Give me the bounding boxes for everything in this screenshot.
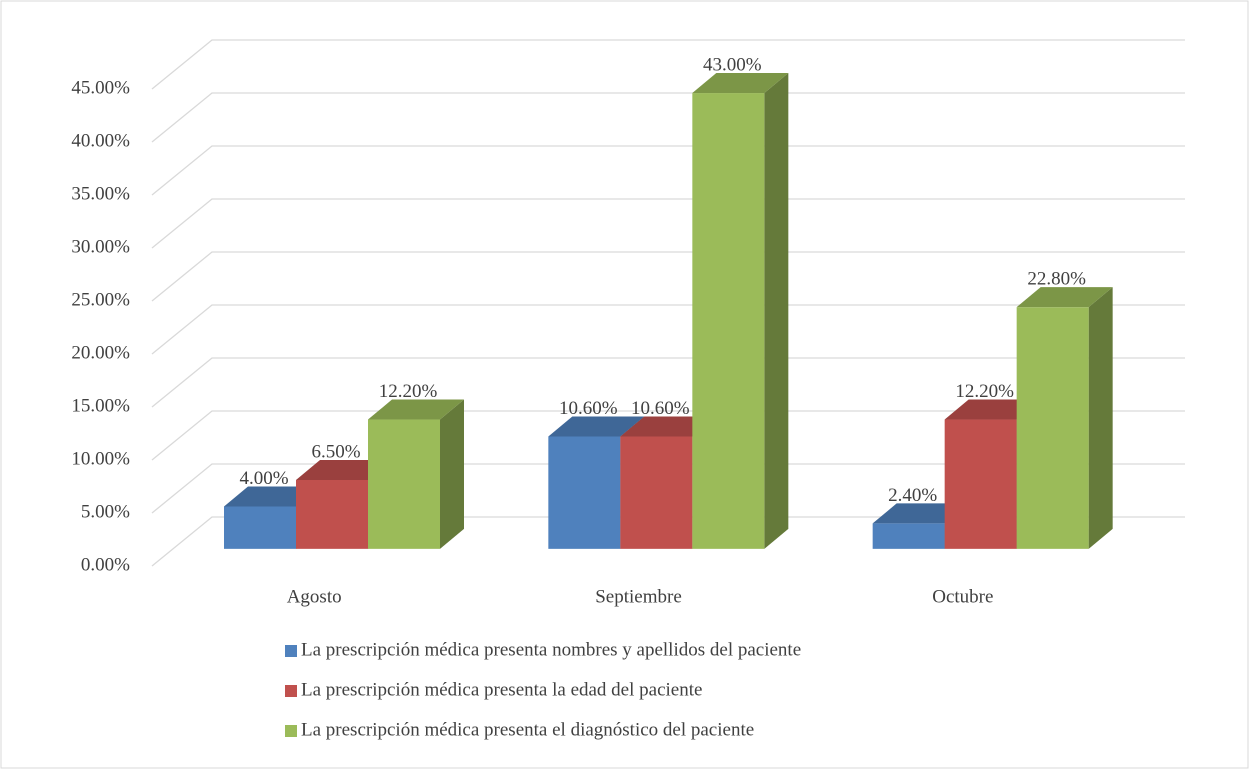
data-label: 6.50% <box>311 441 360 462</box>
bar <box>872 523 945 549</box>
y-tick-label: 30.00% <box>71 236 130 257</box>
bar-side <box>1088 287 1113 549</box>
legend-swatch <box>285 725 297 737</box>
bar <box>368 419 440 549</box>
bar-top <box>1016 287 1113 308</box>
grid-line <box>151 357 1185 408</box>
grid-line <box>151 410 1185 461</box>
bar-top <box>944 399 1041 420</box>
bar <box>620 436 693 549</box>
bar <box>548 436 621 549</box>
grid-line <box>151 198 1185 249</box>
grid-line <box>151 145 1185 196</box>
y-tick-label: 0.00% <box>81 554 130 575</box>
bar-side <box>764 73 789 549</box>
legend-label: La prescripción médica presenta la edad … <box>301 679 702 700</box>
data-label: 10.60% <box>631 398 690 419</box>
y-tick-label: 35.00% <box>71 183 130 204</box>
bar-top <box>548 416 645 437</box>
data-label: 12.20% <box>955 381 1014 402</box>
legend-label: La prescripción médica presenta el diagn… <box>301 719 754 740</box>
y-tick-label: 15.00% <box>71 395 130 416</box>
data-label: 2.40% <box>888 485 937 506</box>
bar <box>1016 307 1089 549</box>
grid-line <box>151 39 1185 90</box>
legend-swatch <box>285 685 297 697</box>
grid-line <box>151 516 1185 567</box>
x-tick-label: Octubre <box>932 586 993 607</box>
data-label: 4.00% <box>239 468 288 489</box>
grid-line <box>151 251 1185 302</box>
bar <box>224 506 296 549</box>
y-tick-label: 40.00% <box>71 130 130 151</box>
bar <box>296 479 368 549</box>
x-tick-label: Septiembre <box>595 586 682 607</box>
y-tick-label: 20.00% <box>71 342 130 363</box>
bar <box>944 419 1017 549</box>
bar <box>692 93 765 549</box>
legend-swatch <box>285 645 297 657</box>
x-tick-label: Agosto <box>287 586 342 607</box>
data-label: 43.00% <box>703 54 762 75</box>
y-tick-label: 25.00% <box>71 289 130 310</box>
y-tick-label: 45.00% <box>71 77 130 98</box>
grid-line <box>151 92 1185 143</box>
grid-line <box>151 463 1185 514</box>
bar-top <box>368 399 464 420</box>
grid-line <box>151 304 1185 355</box>
data-label: 10.60% <box>559 398 618 419</box>
y-tick-label: 5.00% <box>81 501 130 522</box>
legend-label: La prescripción médica presenta nombres … <box>301 639 801 660</box>
data-label: 12.20% <box>379 381 438 402</box>
y-tick-label: 10.00% <box>71 448 130 469</box>
bar-side <box>440 399 464 549</box>
data-label: 22.80% <box>1027 269 1086 290</box>
bar-top <box>692 73 789 94</box>
